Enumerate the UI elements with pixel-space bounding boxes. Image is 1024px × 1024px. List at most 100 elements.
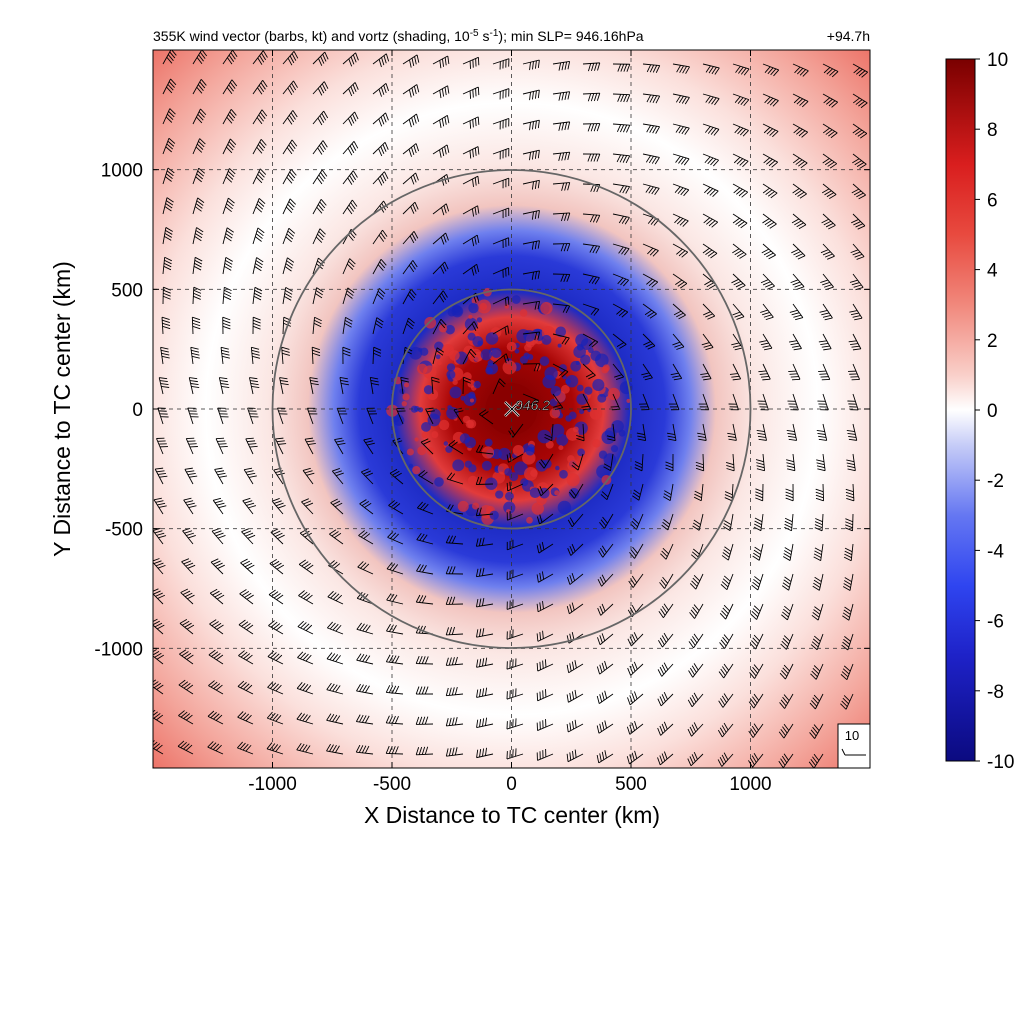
wind-barb (789, 303, 804, 321)
wind-barb (522, 393, 539, 407)
wind-barb (326, 682, 344, 695)
vorticity-blob (480, 349, 492, 361)
wind-barb (361, 468, 374, 485)
wind-barb (192, 197, 205, 215)
wind-barb (327, 621, 344, 635)
wind-barb (536, 689, 554, 702)
wind-barb (402, 172, 419, 185)
wind-barb (402, 317, 415, 335)
wind-barb (357, 561, 374, 575)
wind-barb (312, 140, 328, 155)
wind-barb (359, 499, 374, 515)
wind-barb (475, 476, 494, 485)
wind-barb (732, 153, 749, 168)
wind-barb (432, 318, 447, 335)
wind-barb (342, 141, 359, 156)
wind-barb (445, 717, 464, 727)
wind-barb (718, 663, 734, 679)
wind-barb (785, 483, 794, 502)
wind-barb (217, 407, 229, 425)
wind-barb (327, 590, 344, 605)
vorticity-blob (468, 314, 473, 319)
wind-barb (729, 363, 742, 381)
vorticity-blob (438, 324, 448, 333)
wind-barb (162, 227, 173, 245)
wind-barb (657, 692, 674, 707)
wind-barb (187, 407, 199, 425)
wind-barb (727, 423, 737, 441)
barb-reference-box: 10 (837, 723, 870, 768)
wind-barb (372, 288, 386, 305)
wind-barb (282, 139, 298, 155)
wind-barb (162, 197, 174, 215)
wind-barb (552, 212, 571, 222)
wind-barb (582, 62, 601, 72)
vorticity-blob (468, 391, 476, 399)
vorticity-blob (434, 477, 444, 487)
wind-barb (162, 286, 171, 305)
wind-barb (812, 573, 824, 591)
wind-barb (758, 363, 771, 381)
wind-barb (536, 541, 554, 554)
vorticity-blob (595, 353, 609, 368)
vorticity-blob (414, 437, 419, 442)
wind-barb (336, 407, 348, 425)
wind-barb (851, 213, 866, 230)
wind-barb (690, 543, 704, 561)
wind-barb (732, 183, 748, 198)
wind-barb (538, 453, 554, 469)
wind-barb (302, 467, 315, 485)
wind-barb (522, 119, 540, 131)
vorticity-blob (554, 490, 560, 496)
wind-barb (642, 273, 659, 288)
vorticity-blob (626, 398, 631, 403)
vorticity-blob (430, 408, 441, 420)
vorticity-blob (459, 433, 471, 444)
vorticity-blob (610, 445, 619, 453)
vorticity-blob (602, 364, 610, 372)
wind-barb (282, 169, 297, 185)
vorticity-blob (438, 419, 450, 431)
wind-barb (492, 177, 510, 189)
wind-barb (750, 603, 764, 620)
wind-barb (596, 660, 614, 675)
wind-barb (522, 363, 541, 372)
wind-barb (181, 558, 196, 575)
wind-barb (506, 748, 524, 760)
vorticity-blob (447, 308, 456, 317)
wind-barb (298, 559, 314, 575)
wind-barb (492, 237, 510, 248)
wind-barb (752, 543, 764, 561)
wind-barb (700, 363, 712, 381)
wind-barb (755, 453, 766, 472)
wind-barb (582, 273, 600, 285)
wind-barb (642, 63, 661, 73)
wind-barb (237, 680, 254, 695)
wind-barb (209, 588, 225, 605)
wind-barb (848, 333, 862, 351)
wind-barb (312, 198, 327, 215)
vorticity-blob (491, 347, 502, 359)
wind-barb (852, 123, 868, 139)
wind-barb (153, 709, 164, 725)
vorticity-blob (472, 502, 480, 510)
wind-barb (567, 513, 584, 528)
wind-barb (672, 333, 685, 350)
wind-barb (670, 363, 683, 381)
wind-barb (732, 93, 750, 107)
wind-barb (672, 303, 686, 320)
wind-barb (811, 603, 824, 621)
wind-barb (642, 243, 659, 257)
wind-barb (642, 153, 660, 165)
vorticity-blob (559, 469, 568, 479)
wind-barb (566, 689, 584, 703)
wind-barb (536, 659, 554, 672)
wind-barb (702, 63, 720, 75)
wind-barb (552, 61, 571, 71)
vorticity-blob (544, 366, 558, 381)
wind-barb (156, 437, 168, 455)
vorticity-blob (555, 326, 567, 338)
wind-barb (821, 183, 837, 199)
wind-barbs (153, 50, 868, 768)
wind-barb (153, 679, 164, 695)
